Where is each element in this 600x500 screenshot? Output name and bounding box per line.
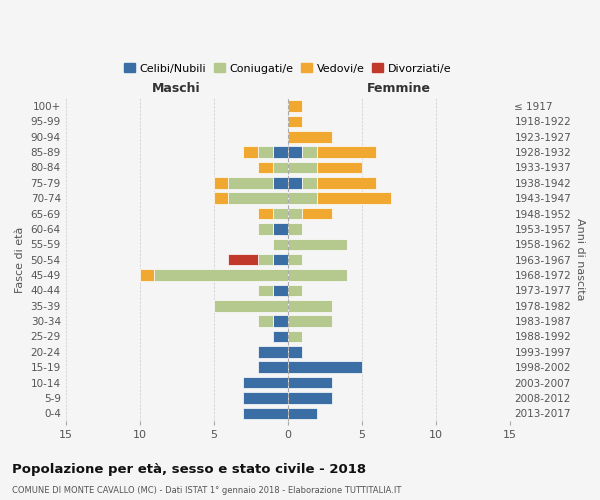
Bar xyxy=(258,254,273,266)
Bar xyxy=(273,146,287,158)
Bar xyxy=(229,254,258,266)
Bar xyxy=(287,270,347,281)
Bar xyxy=(258,162,273,173)
Text: Popolazione per età, sesso e stato civile - 2018: Popolazione per età, sesso e stato civil… xyxy=(12,462,366,475)
Bar xyxy=(273,284,287,296)
Bar xyxy=(287,300,332,312)
Bar xyxy=(273,238,287,250)
Text: Femmine: Femmine xyxy=(367,82,431,96)
Bar xyxy=(287,392,332,404)
Bar xyxy=(302,177,317,188)
Y-axis label: Anni di nascita: Anni di nascita xyxy=(575,218,585,301)
Bar xyxy=(214,300,287,312)
Bar xyxy=(258,316,273,327)
Bar xyxy=(317,177,376,188)
Bar xyxy=(258,208,273,220)
Bar xyxy=(273,330,287,342)
Bar xyxy=(287,223,302,234)
Bar xyxy=(140,270,154,281)
Bar xyxy=(273,254,287,266)
Bar xyxy=(258,362,287,373)
Bar xyxy=(229,177,273,188)
Bar xyxy=(287,192,317,204)
Bar xyxy=(287,177,302,188)
Bar xyxy=(302,208,332,220)
Bar xyxy=(287,346,302,358)
Bar xyxy=(287,408,317,419)
Bar xyxy=(287,238,347,250)
Bar xyxy=(287,377,332,388)
Bar xyxy=(273,177,287,188)
Bar xyxy=(258,223,273,234)
Bar xyxy=(287,316,332,327)
Text: Maschi: Maschi xyxy=(152,82,201,96)
Bar xyxy=(258,284,273,296)
Bar xyxy=(302,146,317,158)
Bar xyxy=(287,100,302,112)
Bar xyxy=(258,346,287,358)
Bar xyxy=(287,116,302,127)
Bar xyxy=(273,316,287,327)
Bar xyxy=(229,192,287,204)
Bar xyxy=(287,330,302,342)
Y-axis label: Fasce di età: Fasce di età xyxy=(15,226,25,293)
Bar xyxy=(287,146,302,158)
Bar xyxy=(214,177,229,188)
Bar xyxy=(214,192,229,204)
Bar xyxy=(287,208,302,220)
Bar xyxy=(243,392,287,404)
Bar xyxy=(243,408,287,419)
Bar xyxy=(154,270,287,281)
Bar xyxy=(287,284,302,296)
Bar xyxy=(317,146,376,158)
Bar xyxy=(258,146,273,158)
Bar xyxy=(317,162,362,173)
Bar xyxy=(243,146,258,158)
Bar xyxy=(273,208,287,220)
Bar xyxy=(287,254,302,266)
Bar xyxy=(243,377,287,388)
Bar xyxy=(287,162,317,173)
Bar xyxy=(287,362,362,373)
Bar xyxy=(273,223,287,234)
Bar xyxy=(287,131,332,142)
Bar xyxy=(317,192,391,204)
Bar xyxy=(273,162,287,173)
Legend: Celibi/Nubili, Coniugati/e, Vedovi/e, Divorziati/e: Celibi/Nubili, Coniugati/e, Vedovi/e, Di… xyxy=(119,58,456,78)
Text: COMUNE DI MONTE CAVALLO (MC) - Dati ISTAT 1° gennaio 2018 - Elaborazione TUTTITA: COMUNE DI MONTE CAVALLO (MC) - Dati ISTA… xyxy=(12,486,401,495)
